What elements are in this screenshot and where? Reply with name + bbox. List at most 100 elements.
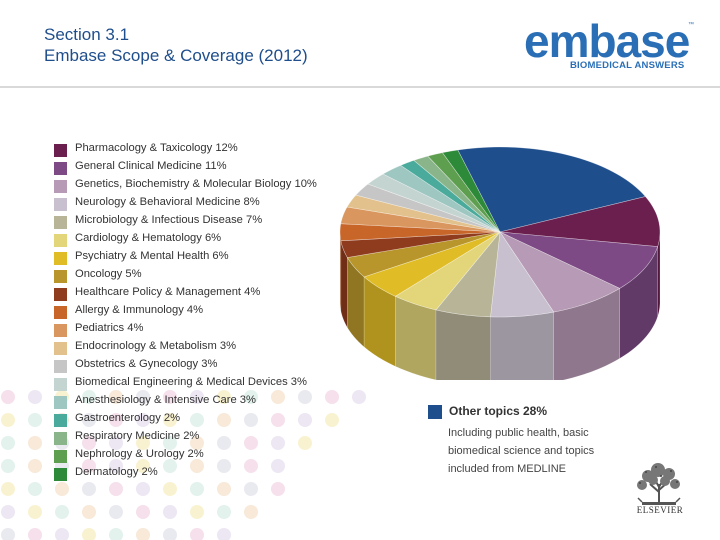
pie-slice-side (490, 311, 554, 380)
legend-item: Neurology & Behavioral Medicine 8% (54, 195, 354, 213)
pie-slice (413, 155, 501, 233)
legend-label: Anesthesiology & Intensive Care 3% (75, 394, 256, 406)
decorative-dot (28, 436, 42, 450)
legend-item: General Clinical Medicine 11% (54, 159, 354, 177)
legend-label: General Clinical Medicine 11% (75, 160, 227, 172)
legend-swatch (54, 468, 67, 481)
decorative-dot (109, 528, 123, 540)
pie-slice (355, 183, 501, 233)
decorative-dot (1, 482, 15, 496)
decorative-dot (28, 413, 42, 427)
legend-item: Respiratory Medicine 2% (54, 429, 354, 447)
legend-label: Psychiatry & Mental Health 6% (75, 250, 229, 262)
decorative-dot (190, 482, 204, 496)
decorative-dot (1, 413, 15, 427)
legend-label: Gastroenterology 2% (75, 412, 181, 424)
legend-swatch (54, 252, 67, 265)
legend-item: Healthcare Policy & Management 4% (54, 285, 354, 303)
legend-swatch (54, 342, 67, 355)
legend-item: Oncology 5% (54, 267, 354, 285)
trademark-mark: ™ (688, 22, 694, 28)
legend-label: Cardiology & Hematology 6% (75, 232, 222, 244)
decorative-dot (82, 505, 96, 519)
pie-slice (340, 231, 501, 258)
decorative-dot (190, 528, 204, 540)
other-topics-description: Including public health, basic biomedica… (448, 427, 595, 475)
legend-item: Allergy & Immunology 4% (54, 303, 354, 321)
legend-item: Microbiology & Infectious Disease 7% (54, 213, 354, 231)
decorative-dot (217, 505, 231, 519)
slide-title: Section 3.1 Embase Scope & Coverage (201… (44, 24, 308, 66)
legend-label: Healthcare Policy & Management 4% (75, 286, 261, 298)
decorative-dot (28, 482, 42, 496)
decorative-dot (1, 505, 15, 519)
legend-label: Microbiology & Infectious Disease 7% (75, 214, 263, 226)
embase-logo: embase BIOMEDICAL ANSWERS ™ (524, 16, 694, 76)
decorative-dot (217, 482, 231, 496)
legend-swatch (54, 270, 67, 283)
legend-item: Endocrinology & Metabolism 3% (54, 339, 354, 357)
section-number: Section 3.1 (44, 25, 130, 44)
header-divider (0, 86, 720, 88)
decorative-dot (109, 482, 123, 496)
decorative-dot (28, 505, 42, 519)
legend-label: Obstetrics & Gynecology 3% (75, 358, 218, 370)
decorative-dot (55, 505, 69, 519)
pie-slice (441, 149, 501, 233)
decorative-dot (55, 528, 69, 540)
legend-item: Nephrology & Urology 2% (54, 447, 354, 465)
decorative-dot (1, 459, 15, 473)
embase-logo-tagline: BIOMEDICAL ANSWERS (570, 60, 685, 71)
legend-label: Biomedical Engineering & Medical Devices… (75, 376, 307, 388)
decorative-dot (1, 390, 15, 404)
legend-swatch (54, 198, 67, 211)
decorative-dot (1, 436, 15, 450)
legend-swatch (54, 360, 67, 373)
pie-slice (400, 160, 501, 233)
pie-slice (499, 231, 621, 313)
pie-slice (346, 231, 501, 278)
decorative-dot (217, 528, 231, 540)
legend-label: Oncology 5% (75, 268, 142, 280)
pie-slice (490, 231, 555, 318)
pie-slice (427, 152, 501, 233)
legend-swatch (54, 288, 67, 301)
pie-slice (499, 196, 661, 247)
decorative-dot (244, 505, 258, 519)
legend-label: Nephrology & Urology 2% (75, 448, 204, 460)
legend-swatch (54, 306, 67, 319)
pie-slice (499, 231, 659, 289)
legend-label: Pharmacology & Taxicology 12% (75, 142, 238, 154)
other-topics-swatch (428, 405, 442, 419)
legend-swatch (54, 414, 67, 427)
decorative-dot (136, 482, 150, 496)
pie-chart (339, 146, 661, 380)
legend-item: Pediatrics 4% (54, 321, 354, 339)
pie-slice-side (435, 309, 491, 380)
legend-label: Allergy & Immunology 4% (75, 304, 204, 316)
elsevier-tree-icon (628, 458, 690, 520)
legend-swatch (54, 450, 67, 463)
decorative-dot (163, 482, 177, 496)
decorative-dot (109, 505, 123, 519)
pie-slice (435, 231, 501, 318)
legend-item: Cardiology & Hematology 6% (54, 231, 354, 249)
pie-slice (382, 164, 501, 233)
embase-logo-word: embase (524, 15, 690, 67)
legend-swatch (54, 216, 67, 229)
decorative-dot (136, 528, 150, 540)
decorative-dot (190, 505, 204, 519)
legend-item: Anesthesiology & Intensive Care 3% (54, 393, 354, 411)
decorative-dot (244, 482, 258, 496)
pie-slice-side (395, 295, 437, 380)
decorative-dot (163, 528, 177, 540)
legend-swatch (54, 234, 67, 247)
slide-subtitle: Embase Scope & Coverage (2012) (44, 46, 308, 65)
decorative-dot (55, 482, 69, 496)
pie-slice (363, 231, 501, 297)
legend-item: Biomedical Engineering & Medical Devices… (54, 375, 354, 393)
legend-item: Gastroenterology 2% (54, 411, 354, 429)
decorative-dot (28, 459, 42, 473)
legend-swatch (54, 144, 67, 157)
pie-slice (394, 231, 501, 311)
